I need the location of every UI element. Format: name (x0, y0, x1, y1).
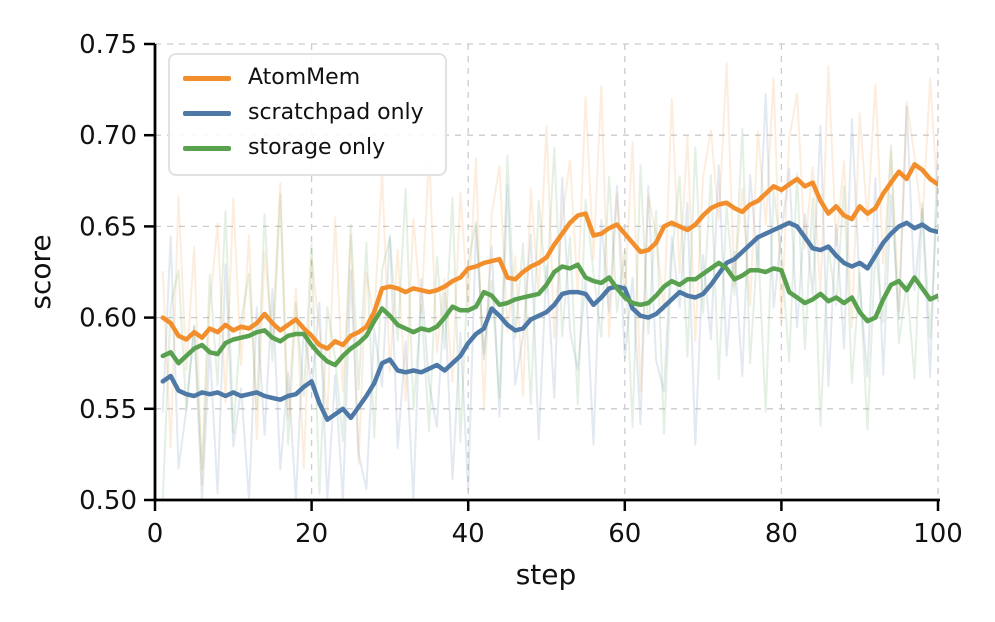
y-tick-label: 0.55 (79, 395, 137, 425)
tick-labels: 0 20 40 60 80 100 0.50 0.55 0.60 0.65 0.70 0.75 (79, 30, 963, 549)
y-tick-label: 0.50 (79, 486, 137, 516)
x-tick-label: 80 (765, 519, 798, 549)
series-line-storage-only (160, 260, 938, 368)
x-tick-label: 0 (147, 519, 164, 549)
raw-series-scratchpad-only (161, 93, 938, 500)
y-tick-label: 0.70 (79, 121, 137, 151)
raw-series-group (161, 62, 938, 500)
raw-series-storage-only (161, 127, 938, 500)
legend-item-scratchpad-only: scratchpad only (183, 100, 424, 126)
x-tick-label: 60 (608, 519, 641, 549)
y-tick-label: 0.60 (79, 304, 137, 334)
legend-item-storage-only: storage only (183, 136, 424, 160)
legend-label-scratchpad-only: scratchpad only (248, 100, 424, 126)
x-tick-label: 100 (913, 519, 963, 549)
series-group (160, 162, 938, 422)
y-tick-label: 0.65 (79, 212, 137, 242)
series-line-scratchpad-only (160, 220, 938, 422)
raw-series-atommem (161, 62, 938, 486)
axes-spines (153, 44, 940, 502)
x-tick-label: 20 (295, 519, 328, 549)
axes-ticks (144, 42, 940, 511)
x-tick-label: 40 (452, 519, 485, 549)
y-tick-label: 0.75 (79, 30, 137, 60)
series-line-atommem (160, 162, 938, 351)
legend-swatch-atommem (183, 75, 231, 81)
legend-label-atommem: AtomMem (248, 65, 361, 90)
legend-swatch-storage-only (183, 145, 231, 151)
legend-item-atommem: AtomMem (183, 65, 424, 90)
legend-label-storage-only: storage only (248, 135, 386, 161)
y-axis-label: score (24, 234, 57, 309)
legend-swatch-scratchpad-only (183, 110, 231, 116)
x-axis-label: step (516, 558, 577, 591)
legend: AtomMem scratchpad only storage only (168, 53, 447, 176)
